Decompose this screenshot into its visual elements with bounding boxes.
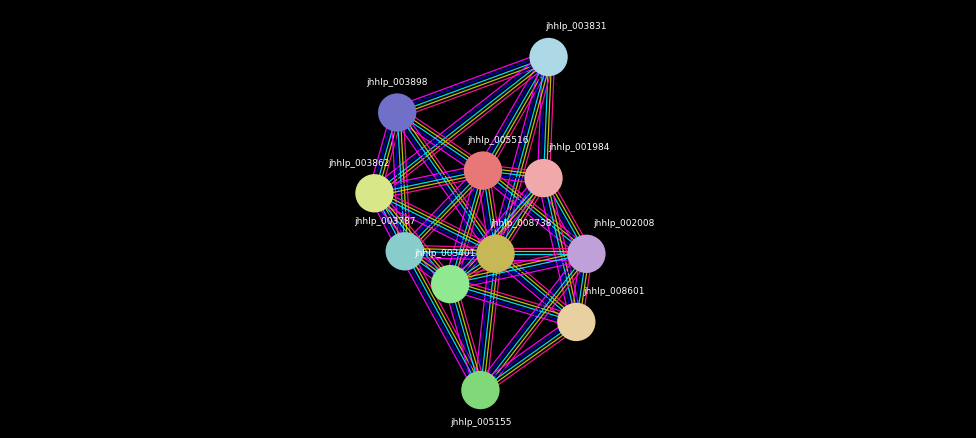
Text: jhhlp_003831: jhhlp_003831 [546,22,607,31]
Circle shape [431,265,469,304]
Circle shape [355,175,393,213]
Circle shape [476,235,514,273]
Circle shape [386,233,424,271]
Text: jhhlp_001984: jhhlp_001984 [549,143,610,152]
Text: jhhlp_003401: jhhlp_003401 [415,249,475,258]
Circle shape [567,235,605,273]
Circle shape [378,94,417,132]
Text: jhhlp_002008: jhhlp_002008 [593,219,655,228]
Text: jhhlp_005155: jhhlp_005155 [450,417,511,426]
Text: jhhlp_008601: jhhlp_008601 [584,286,645,296]
Circle shape [529,39,568,77]
Circle shape [524,159,563,198]
Circle shape [464,152,502,190]
Text: jhhlp_008738: jhhlp_008738 [490,219,551,228]
Circle shape [462,371,500,409]
Text: jhhlp_003862: jhhlp_003862 [329,158,390,167]
Text: jhhlp_003787: jhhlp_003787 [354,216,416,225]
Text: jhhlp_003898: jhhlp_003898 [366,78,427,87]
Text: jhhlp_005516: jhhlp_005516 [468,135,529,145]
Circle shape [557,303,595,341]
